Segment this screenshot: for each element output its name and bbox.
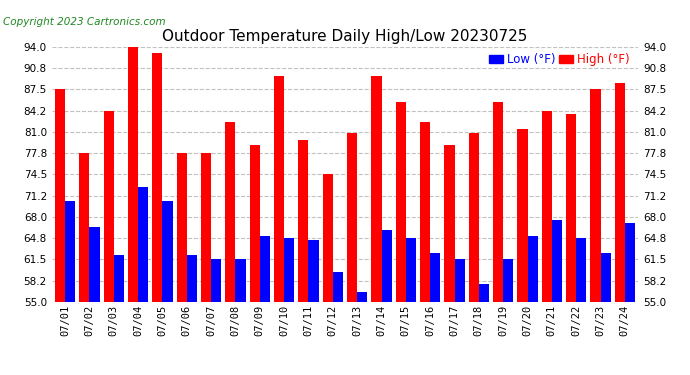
Bar <box>430 253 440 302</box>
Bar <box>479 284 489 302</box>
Bar <box>90 226 99 302</box>
Bar <box>274 76 284 302</box>
Bar <box>552 220 562 302</box>
Bar <box>152 53 162 302</box>
Bar <box>55 89 65 302</box>
Bar <box>128 47 138 302</box>
Legend: Low (°F), High (°F): Low (°F), High (°F) <box>489 53 629 66</box>
Bar <box>625 224 635 302</box>
Bar <box>284 238 295 302</box>
Bar <box>260 237 270 302</box>
Bar <box>395 102 406 302</box>
Bar <box>455 260 465 302</box>
Bar <box>114 255 124 302</box>
Bar <box>518 129 528 302</box>
Bar <box>298 140 308 302</box>
Title: Outdoor Temperature Daily High/Low 20230725: Outdoor Temperature Daily High/Low 20230… <box>162 29 528 44</box>
Bar <box>566 114 576 302</box>
Bar <box>65 201 75 302</box>
Bar <box>591 89 600 302</box>
Bar <box>371 76 382 302</box>
Bar <box>469 133 479 302</box>
Bar <box>162 201 172 302</box>
Bar <box>211 260 221 302</box>
Bar <box>357 292 367 302</box>
Bar <box>104 111 114 302</box>
Bar <box>177 153 187 302</box>
Bar <box>201 153 211 302</box>
Bar <box>493 102 503 302</box>
Bar <box>347 133 357 302</box>
Bar <box>576 238 586 302</box>
Bar <box>503 260 513 302</box>
Bar <box>600 253 611 302</box>
Bar <box>235 260 246 302</box>
Bar <box>420 122 430 302</box>
Bar <box>382 230 392 302</box>
Bar <box>323 174 333 302</box>
Bar <box>542 111 552 302</box>
Bar <box>333 273 343 302</box>
Text: Copyright 2023 Cartronics.com: Copyright 2023 Cartronics.com <box>3 17 166 27</box>
Bar <box>250 145 260 302</box>
Bar <box>79 153 90 302</box>
Bar <box>308 240 319 302</box>
Bar <box>444 145 455 302</box>
Bar <box>406 238 416 302</box>
Bar <box>138 188 148 302</box>
Bar <box>615 83 625 302</box>
Bar <box>528 237 538 302</box>
Bar <box>187 255 197 302</box>
Bar <box>225 122 235 302</box>
